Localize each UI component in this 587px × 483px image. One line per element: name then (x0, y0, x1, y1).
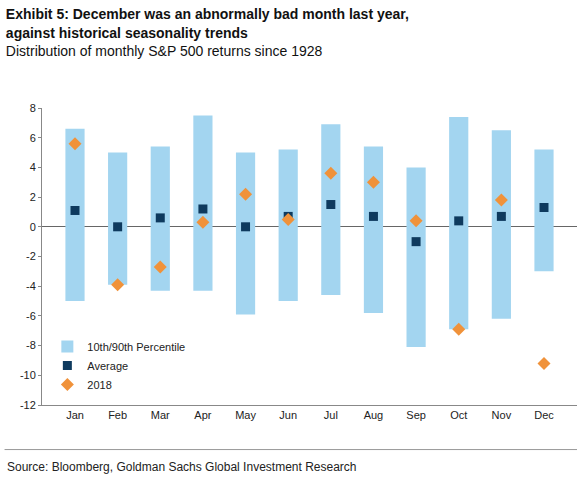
svg-text:Mar: Mar (151, 409, 170, 421)
svg-text:Sep: Sep (406, 409, 426, 421)
svg-text:2: 2 (30, 191, 36, 203)
svg-text:4: 4 (30, 161, 36, 173)
svg-text:6: 6 (30, 132, 36, 144)
svg-text:-2: -2 (26, 250, 36, 262)
svg-text:-6: -6 (26, 310, 36, 322)
svg-text:2018: 2018 (87, 379, 111, 391)
svg-text:Exhibit 5: December was an abn: Exhibit 5: December was an abnormally ba… (6, 6, 409, 58)
svg-text:Average: Average (87, 360, 128, 372)
svg-text:-8: -8 (26, 339, 36, 351)
svg-text:8: 8 (30, 102, 36, 114)
svg-text:Nov: Nov (492, 409, 512, 421)
svg-text:Apr: Apr (194, 409, 211, 421)
svg-text:0: 0 (30, 221, 36, 233)
svg-text:Oct: Oct (450, 409, 467, 421)
svg-text:Jan: Jan (66, 409, 84, 421)
svg-text:-12: -12 (20, 399, 36, 411)
svg-text:-4: -4 (26, 280, 36, 292)
svg-text:May: May (235, 409, 256, 421)
svg-text:Jun: Jun (279, 409, 297, 421)
svg-text:Aug: Aug (364, 409, 384, 421)
svg-text:Jul: Jul (324, 409, 338, 421)
svg-text:Dec: Dec (534, 409, 554, 421)
svg-text:Source: Bloomberg, Goldman Sac: Source: Bloomberg, Goldman Sachs Global … (7, 460, 357, 474)
svg-text:10th/90th Percentile: 10th/90th Percentile (87, 341, 185, 353)
svg-text:Feb: Feb (108, 409, 127, 421)
svg-text:-10: -10 (20, 369, 36, 381)
